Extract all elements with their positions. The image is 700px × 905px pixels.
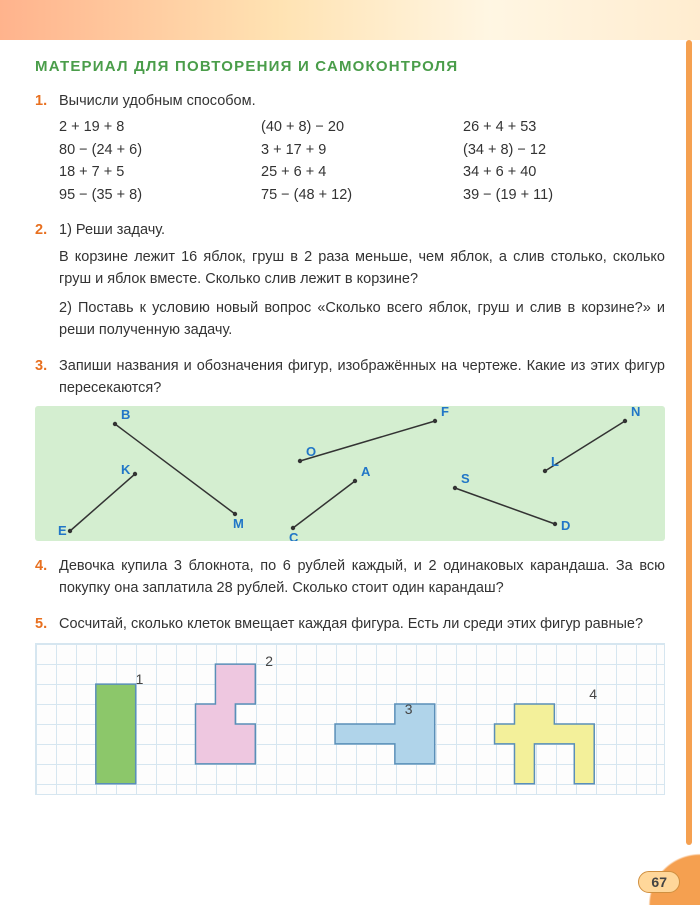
- eq: 2 + 19 + 8: [59, 116, 261, 138]
- eq: 18 + 7 + 5: [59, 161, 261, 183]
- svg-text:A: A: [361, 464, 371, 479]
- page-number: 67: [638, 871, 680, 893]
- part1-text: В корзине лежит 16 яблок, груш в 2 раза …: [59, 246, 665, 291]
- eq: (34 + 8) − 12: [463, 139, 665, 161]
- equation-columns: 2 + 19 + 8 80 − (24 + 6) 18 + 7 + 5 95 −…: [59, 116, 665, 206]
- grid-shapes-diagram: 1 2 3 4: [35, 643, 665, 795]
- svg-text:K: K: [121, 462, 131, 477]
- eq: 80 − (24 + 6): [59, 139, 261, 161]
- eq: 34 + 6 + 40: [463, 161, 665, 183]
- problem-number: 1.: [35, 90, 59, 206]
- eq: 3 + 17 + 9: [261, 139, 463, 161]
- problem-1: 1. Вычисли удобным способом. 2 + 19 + 8 …: [35, 90, 665, 206]
- section-header: МАТЕРИАЛ ДЛЯ ПОВТОРЕНИЯ И САМОКОНТРОЛЯ: [35, 58, 665, 75]
- corner-decoration: [630, 835, 700, 905]
- problem-2: 2. 1) Реши задачу. В корзине лежит 16 яб…: [35, 219, 665, 341]
- problem-number: 3.: [35, 355, 59, 400]
- problem-body: Вычисли удобным способом. 2 + 19 + 8 80 …: [59, 90, 665, 206]
- svg-text:S: S: [461, 471, 470, 486]
- problem-text: Вычисли удобным способом.: [59, 93, 256, 109]
- svg-text:E: E: [58, 523, 67, 538]
- svg-text:3: 3: [405, 701, 413, 717]
- eq-col-1: 2 + 19 + 8 80 − (24 + 6) 18 + 7 + 5 95 −…: [59, 116, 261, 206]
- problem-number: 2.: [35, 219, 59, 341]
- side-orange-bar: [686, 40, 692, 845]
- part1-label: 1) Реши задачу.: [59, 219, 665, 241]
- svg-text:B: B: [121, 407, 130, 422]
- textbook-page: МАТЕРИАЛ ДЛЯ ПОВТОРЕНИЯ И САМОКОНТРОЛЯ 1…: [0, 0, 700, 905]
- eq: 75 − (48 + 12): [261, 184, 463, 206]
- svg-text:M: M: [233, 516, 244, 531]
- svg-text:F: F: [441, 406, 449, 419]
- eq-col-3: 26 + 4 + 53 (34 + 8) − 12 34 + 6 + 40 39…: [463, 116, 665, 206]
- geometry-diagram: B K E M O C A F S D L N: [35, 406, 665, 541]
- eq: 26 + 4 + 53: [463, 116, 665, 138]
- svg-text:4: 4: [589, 686, 597, 702]
- problem-5: 5. Сосчитай, сколько клеток вмещает кажд…: [35, 613, 665, 635]
- svg-text:2: 2: [265, 653, 273, 669]
- eq: 39 − (19 + 11): [463, 184, 665, 206]
- top-decorative-strip: [0, 0, 700, 40]
- eq: 95 − (35 + 8): [59, 184, 261, 206]
- svg-text:O: O: [306, 444, 316, 459]
- problem-body: 1) Реши задачу. В корзине лежит 16 яблок…: [59, 219, 665, 341]
- part2-text: 2) Поставь к условию новый вопрос «Сколь…: [59, 297, 665, 342]
- problem-body: Сосчитай, сколько клеток вмещает каждая …: [59, 613, 665, 635]
- svg-text:D: D: [561, 518, 570, 533]
- eq: (40 + 8) − 20: [261, 116, 463, 138]
- svg-text:C: C: [289, 530, 299, 541]
- problem-number: 4.: [35, 555, 59, 600]
- problem-3: 3. Запиши названия и обозначения фигур, …: [35, 355, 665, 400]
- eq-col-2: (40 + 8) − 20 3 + 17 + 9 25 + 6 + 4 75 −…: [261, 116, 463, 206]
- svg-text:L: L: [551, 454, 559, 469]
- eq: 25 + 6 + 4: [261, 161, 463, 183]
- problem-body: Девочка купила 3 блокнота, по 6 рублей к…: [59, 555, 665, 600]
- svg-text:N: N: [631, 406, 640, 419]
- svg-text:1: 1: [136, 671, 144, 687]
- problem-body: Запиши названия и обозначения фигур, изо…: [59, 355, 665, 400]
- problem-4: 4. Девочка купила 3 блокнота, по 6 рубле…: [35, 555, 665, 600]
- problem-number: 5.: [35, 613, 59, 635]
